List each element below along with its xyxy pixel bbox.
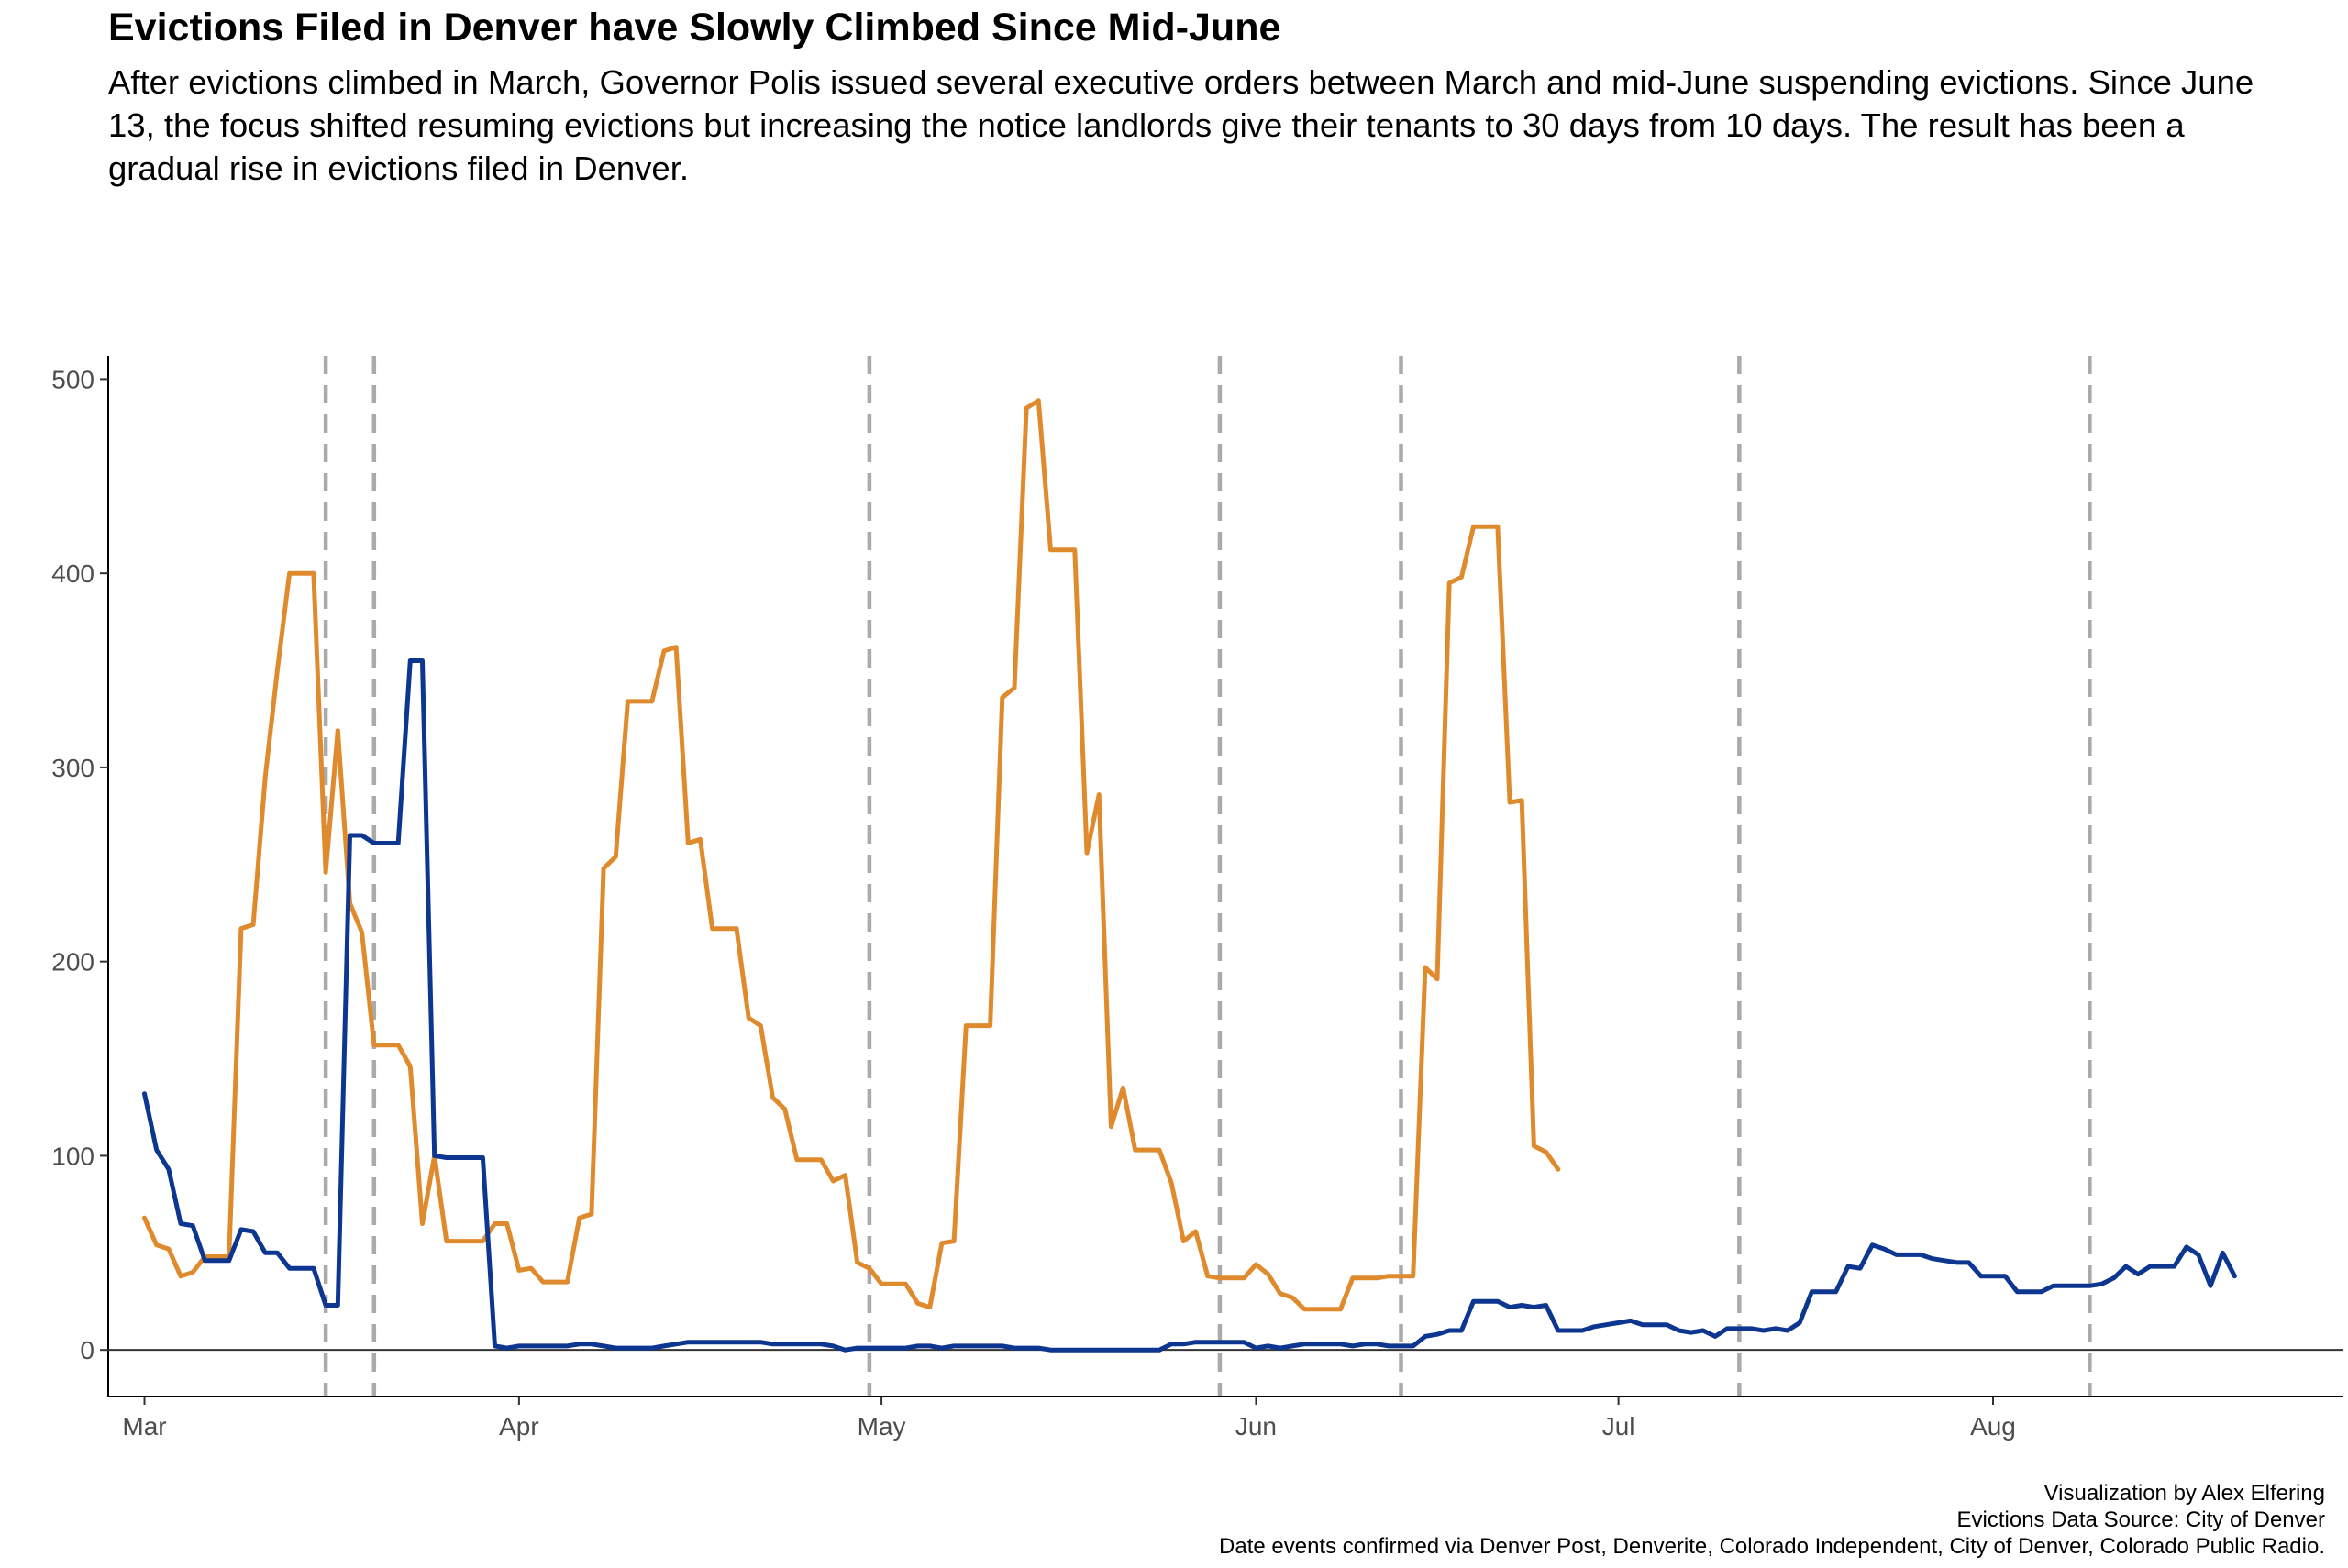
series-lines xyxy=(142,398,2237,1353)
chart-subtitle: After evictions climbed in March, Govern… xyxy=(108,63,2254,187)
x-tick-label-jul: Jul xyxy=(1602,1412,1635,1441)
caption-data-source: Evictions Data Source: City of Denver xyxy=(1956,1507,2326,1532)
y-tick-label-100: 100 xyxy=(51,1142,94,1170)
axes xyxy=(107,356,2343,1397)
x-tick-label-mar: Mar xyxy=(122,1412,166,1441)
x-axis-ticks: Mar Apr May Jun Jul Aug xyxy=(122,1397,2016,1441)
chart-title: Evictions Filed in Denver have Slowly Cl… xyxy=(108,6,1281,50)
y-tick-label-200: 200 xyxy=(51,948,94,977)
series-line-1 xyxy=(142,398,1561,1312)
y-axis-ticks: 0 100 200 300 400 500 xyxy=(51,365,108,1364)
y-tick-label-400: 400 xyxy=(51,559,94,588)
x-tick-label-aug: Aug xyxy=(1970,1412,2016,1441)
y-tick-label-500: 500 xyxy=(51,365,94,393)
y-tick-label-0: 0 xyxy=(80,1336,94,1364)
caption-credit: Visualization by Alex Elfering xyxy=(2043,1481,2325,1506)
chart-caption: Visualization by Alex Elfering Evictions… xyxy=(1219,1480,2325,1560)
series-line-2 xyxy=(142,658,2237,1353)
x-tick-label-jun: Jun xyxy=(1235,1412,1277,1441)
event-lines xyxy=(323,356,2092,1397)
y-tick-label-300: 300 xyxy=(51,754,94,782)
caption-event-sources: Date events confirmed via Denver Post, D… xyxy=(1219,1534,2325,1559)
x-tick-label-may: May xyxy=(858,1412,906,1441)
x-tick-label-apr: Apr xyxy=(499,1412,539,1441)
